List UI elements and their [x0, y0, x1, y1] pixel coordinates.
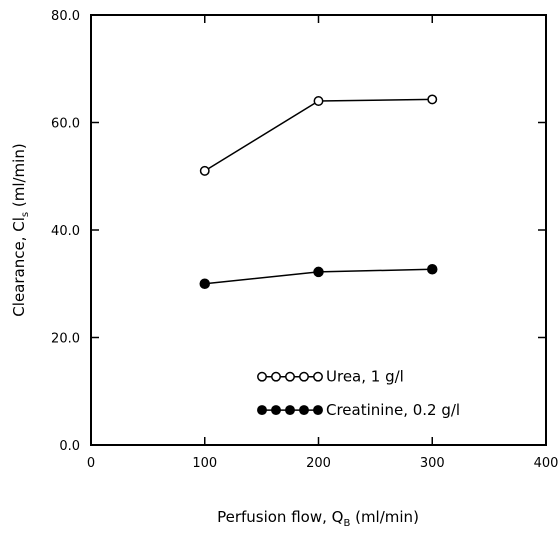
legend-label: Creatinine, 0.2 g/l — [326, 401, 460, 419]
y-tick-label: 0.0 — [59, 439, 80, 454]
x-tick-label: 300 — [420, 456, 445, 471]
data-point-filled — [199, 278, 210, 289]
series-line — [204, 98, 433, 172]
tick-marks — [90, 14, 547, 446]
legend-marker-filled — [299, 405, 309, 416]
series-layer — [199, 94, 438, 289]
legend-marker-open — [299, 371, 309, 382]
legend-marker-open — [257, 371, 267, 382]
legend-marker-filled — [271, 405, 281, 416]
x-tick-label: 0 — [87, 456, 95, 471]
legend-marker-open — [271, 371, 281, 382]
legend-marker-open — [313, 371, 323, 382]
data-point-open — [313, 96, 324, 106]
legend-marker-filled — [285, 405, 295, 416]
x-tick-labels: 0 100 200 300 400 — [87, 456, 559, 471]
y-tick-label: 80.0 — [51, 9, 80, 24]
legend-item: Urea, 1 g/l — [257, 368, 404, 386]
legend-label: Urea, 1 g/l — [326, 368, 404, 386]
data-point-filled — [313, 266, 324, 278]
legend-marker-open — [285, 371, 295, 382]
x-tick-label: 100 — [192, 456, 217, 471]
legend-marker-filled — [257, 405, 267, 416]
legend: Urea, 1 g/l Creatinine, 0.2 g/l — [257, 368, 460, 419]
series-urea — [199, 94, 438, 176]
y-tick-label: 60.0 — [51, 117, 80, 132]
x-axis-title: Perfusion flow, QB (ml/min) — [217, 508, 419, 529]
data-point-open — [427, 94, 438, 105]
y-tick-label: 20.0 — [51, 332, 80, 347]
legend-marker-filled — [313, 405, 323, 416]
data-point-filled — [427, 263, 438, 275]
y-axis-title: Clearance, Cls (ml/min) — [10, 143, 31, 316]
y-tick-labels: 0.0 20.0 40.0 60.0 80.0 — [51, 9, 80, 454]
x-tick-label: 400 — [534, 456, 559, 471]
legend-item: Creatinine, 0.2 g/l — [257, 401, 460, 419]
y-tick-label: 40.0 — [51, 224, 80, 239]
data-point-open — [199, 165, 210, 176]
series-creatinine — [199, 263, 438, 289]
x-tick-label: 200 — [306, 456, 331, 471]
